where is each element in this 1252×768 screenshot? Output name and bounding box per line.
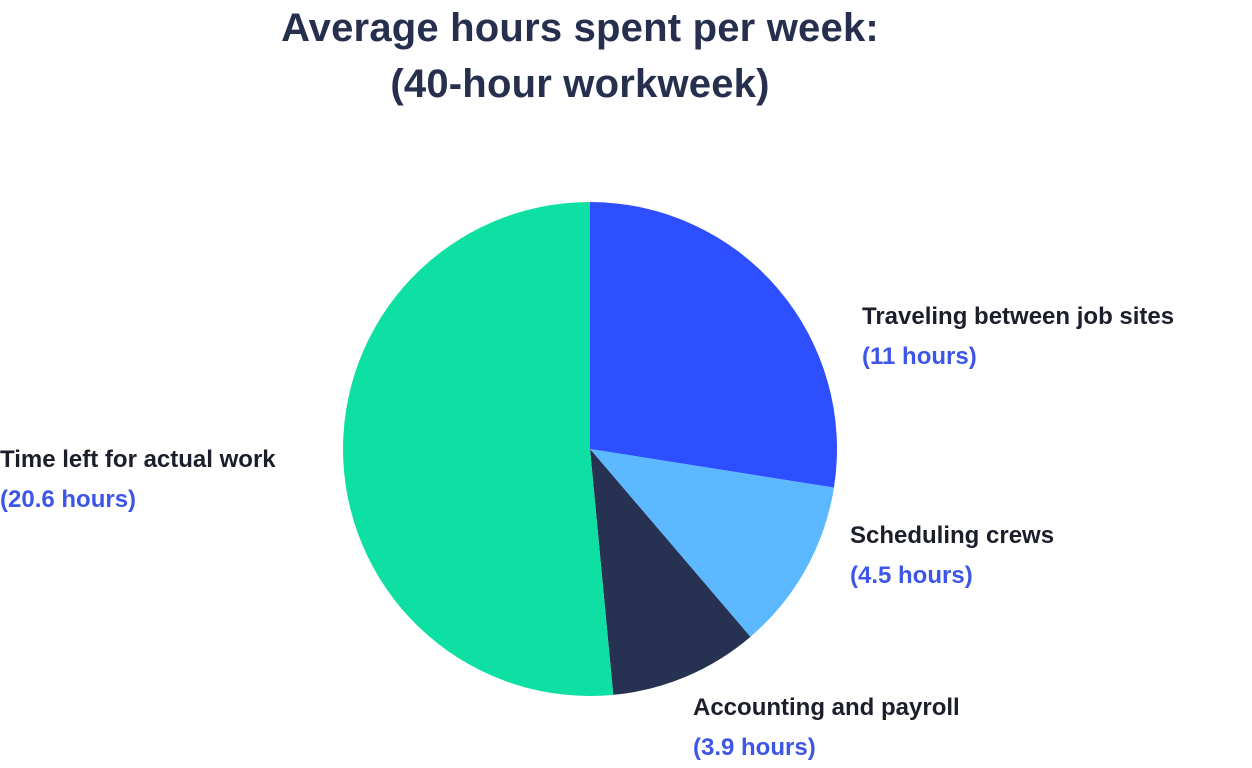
pie-slice-accounting-and-payroll	[590, 449, 751, 695]
slice-label-value: (4.5 hours)	[850, 562, 973, 589]
slice-label-name: Time left for actual work	[0, 446, 276, 473]
chart-title-line-1: Average hours spent per week:	[281, 6, 879, 50]
slice-label-accounting: Accounting and payroll (3.9 hours)	[693, 693, 960, 763]
pie-slice-traveling-between-job-sites	[590, 202, 838, 488]
slice-label-name: Accounting and payroll	[693, 694, 960, 721]
slice-label-name: Scheduling crews	[850, 522, 1055, 549]
slice-label-value: (3.9 hours)	[693, 734, 816, 761]
pie-slice-time-left-for-actual-work	[342, 202, 614, 696]
chart-title-line-2: (40-hour workweek)	[390, 62, 770, 106]
pie-slice-scheduling-crews	[590, 449, 834, 637]
slice-label-scheduling: Scheduling crews (4.5 hours)	[850, 521, 1054, 591]
slice-label-name: Traveling between job sites	[862, 303, 1175, 330]
slice-label-value: (20.6 hours)	[0, 486, 137, 513]
slice-label-actual-work: Time left for actual work (20.6 hours)	[0, 445, 276, 515]
slice-label-value: (11 hours)	[862, 343, 977, 370]
slice-label-traveling: Traveling between job sites (11 hours)	[862, 302, 1174, 372]
